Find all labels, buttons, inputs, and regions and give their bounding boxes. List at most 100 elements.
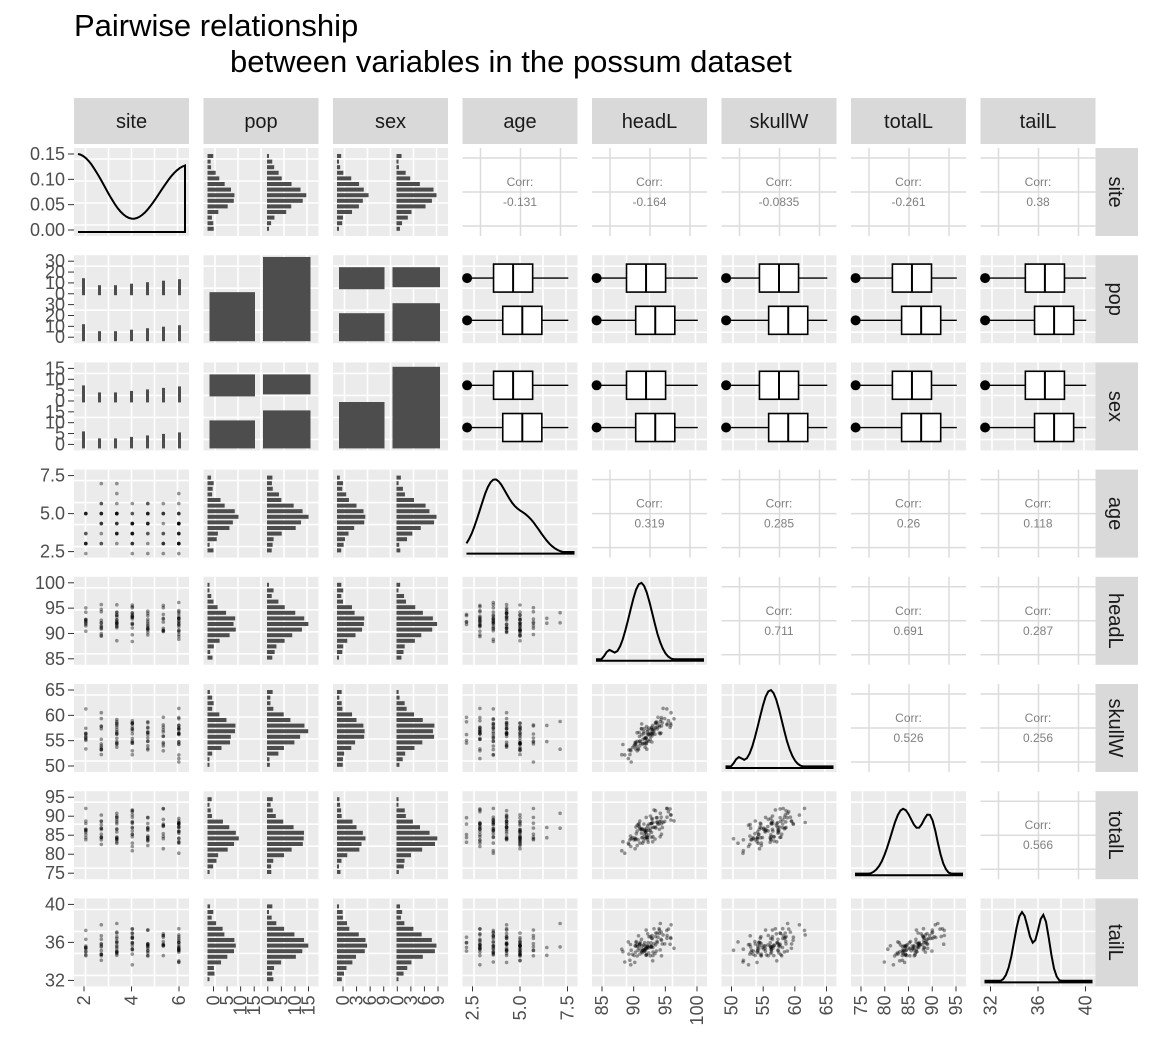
scatter-point	[504, 622, 509, 627]
scatter-point	[648, 734, 652, 738]
scatter-point	[130, 626, 135, 630]
scatter-point	[669, 723, 673, 727]
bar	[263, 410, 311, 449]
scatter-point	[518, 633, 522, 637]
scatter-point	[177, 614, 181, 618]
histogram-bar	[337, 762, 343, 767]
scatter-point	[491, 603, 496, 607]
scatter-point	[531, 739, 536, 744]
scatter-point	[641, 729, 646, 734]
scatter-point	[769, 936, 773, 941]
histogram-bar	[207, 977, 210, 982]
scatter-point	[161, 953, 166, 958]
scatter-point	[766, 829, 770, 833]
panel	[980, 898, 1096, 987]
scatter-point	[518, 830, 522, 834]
scatter-point	[763, 928, 768, 932]
scatter-point	[99, 813, 104, 817]
scatter-point	[491, 819, 496, 823]
scatter-point	[882, 960, 887, 964]
scatter-point	[491, 624, 496, 629]
scatter-point	[753, 953, 757, 958]
scatter-point	[759, 934, 763, 939]
scatter-point	[115, 837, 119, 842]
bar	[114, 285, 117, 296]
chart-title-line1: Pairwise relationship	[74, 8, 359, 43]
scatter-point	[789, 819, 794, 823]
scatter-point	[922, 945, 926, 950]
scatter-point	[774, 823, 779, 828]
scatter-point	[632, 838, 636, 842]
scatter-point	[84, 707, 88, 711]
scatter-point	[647, 732, 651, 736]
scatter-point	[650, 936, 654, 940]
scatter-point	[643, 736, 648, 741]
histogram-bar	[267, 960, 282, 965]
scatter-point	[758, 940, 762, 945]
scatter-point	[644, 928, 648, 932]
x-tick-label: 2.5	[463, 995, 483, 1020]
histogram-bar	[337, 915, 343, 920]
scatter-point	[760, 945, 765, 950]
histogram-bar	[267, 762, 270, 767]
histogram-bar	[207, 198, 234, 203]
scatter-point	[504, 618, 509, 622]
histogram-bar	[207, 226, 214, 231]
scatter-point	[161, 944, 166, 948]
scatter-point	[146, 928, 150, 932]
histogram-bar	[207, 858, 217, 863]
scatter-point	[644, 830, 648, 834]
scatter-point	[646, 940, 650, 945]
histogram-bar	[337, 706, 343, 711]
row-strip-label: headL	[1104, 593, 1126, 649]
scatter-point	[99, 747, 104, 752]
y-tick-label: 60	[45, 705, 65, 725]
histogram-bar	[267, 701, 271, 706]
scatter-point	[656, 822, 660, 826]
scatter-point	[177, 501, 181, 506]
scatter-point	[504, 825, 509, 830]
scatter-point	[639, 949, 644, 953]
scatter-point	[762, 826, 766, 830]
scatter-point	[177, 723, 181, 727]
histogram-bar	[207, 830, 236, 835]
scatter-point	[146, 744, 150, 748]
scatter-point	[177, 960, 181, 965]
scatter-point	[177, 940, 181, 945]
scatter-point	[635, 829, 639, 833]
scatter-point	[504, 824, 509, 829]
corr-label: Corr:	[766, 604, 793, 618]
histogram-bar	[337, 734, 365, 739]
scatter-point	[491, 835, 496, 839]
scatter-point	[478, 823, 482, 828]
histogram-bar	[337, 182, 360, 186]
histogram-bar	[207, 520, 233, 525]
scatter-point	[762, 944, 766, 948]
scatter-point	[115, 930, 119, 934]
scatter-point	[803, 933, 807, 937]
scatter-point	[741, 848, 746, 853]
bar	[114, 392, 117, 403]
panel	[203, 362, 319, 451]
scatter-point	[633, 740, 637, 745]
histogram-bar	[337, 690, 342, 694]
scatter-point	[658, 921, 663, 926]
scatter-point	[659, 717, 663, 722]
scatter-point	[653, 951, 657, 956]
scatter-point	[531, 941, 536, 946]
scatter-point	[655, 931, 659, 935]
scatter-point	[161, 740, 166, 745]
scatter-point	[780, 825, 785, 830]
scatter-point	[84, 734, 88, 738]
scatter-point	[749, 948, 754, 953]
histogram-bar	[207, 176, 220, 181]
histogram-bar	[337, 723, 364, 728]
scatter-point	[146, 942, 150, 947]
scatter-point	[491, 828, 496, 833]
scatter-point	[146, 521, 150, 526]
row-strip	[1092, 576, 1138, 665]
scatter-point	[518, 838, 522, 842]
scatter-point	[636, 747, 641, 752]
y-tick-label: 0	[55, 391, 65, 411]
scatter-point	[518, 721, 522, 725]
